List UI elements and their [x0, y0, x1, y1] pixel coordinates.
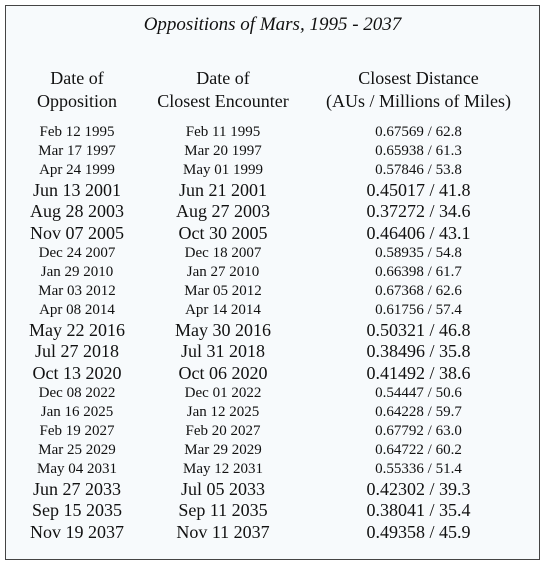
cell-distance: 0.54447 / 50.6 — [375, 384, 462, 401]
table-row: Jun 13 2001 Jun 21 2001 0.45017 / 41.8 — [6, 180, 539, 201]
cell-closest: Feb 11 1995 — [185, 124, 261, 140]
cell-opposition: Sep 15 2035 — [32, 500, 122, 521]
column-header: Closest Distance (AUs / Millions of Miles… — [298, 67, 539, 123]
table-row: Mar 17 1997 Mar 20 1997 0.65938 / 61.3 — [6, 142, 539, 161]
table-body: Feb 12 1995 Feb 11 1995 0.67569 / 62.8 Mar … — [6, 123, 539, 543]
header-row: Date of Opposition Date of Closest Encounte… — [6, 67, 539, 123]
table-row: Mar 03 2012 Mar 05 2012 0.67368 / 62.6 — [6, 282, 539, 301]
table-row: Nov 07 2005 Oct 30 2005 0.46406 / 43.1 — [6, 223, 539, 244]
cell-closest: May 30 2016 — [175, 320, 271, 341]
panel: Oppositions of Mars, 1995 - 2037 Date of… — [5, 5, 540, 560]
table-row: Feb 19 2027 Feb 20 2027 0.67792 / 63.0 — [6, 422, 539, 441]
cell-closest: Sep 11 2035 — [178, 500, 268, 521]
table-row: Dec 08 2022 Dec 01 2022 0.54447 / 50.6 — [6, 384, 539, 403]
cell-distance: 0.58935 / 54.8 — [375, 244, 462, 261]
cell-closest: May 12 2031 — [183, 460, 263, 477]
table-row: Feb 12 1995 Feb 11 1995 0.67569 / 62.8 — [6, 123, 539, 142]
cell-closest: Jan 12 2025 — [186, 403, 260, 420]
cell-distance: 0.42302 / 39.3 — [366, 478, 471, 499]
header-line: Date of — [196, 68, 250, 88]
cell-closest: Mar 05 2012 — [184, 282, 262, 299]
cell-distance: 0.67368 / 62.6 — [375, 282, 462, 299]
cell-opposition: Dec 08 2022 — [38, 384, 116, 401]
table-row: Dec 24 2007 Dec 18 2007 0.58935 / 54.8 — [6, 244, 539, 263]
header-line: Opposition — [36, 91, 117, 111]
table-row: May 22 2016 May 30 2016 0.50321 / 46.8 — [6, 320, 539, 341]
cell-opposition: Mar 03 2012 — [38, 282, 116, 299]
table-row: Apr 24 1999 May 01 1999 0.57846 / 53.8 — [6, 161, 539, 180]
cell-distance: 0.65938 / 61.3 — [375, 143, 462, 159]
cell-closest: Oct 30 2005 — [178, 222, 268, 243]
table-row: Jan 29 2010 Jan 27 2010 0.66398 / 61.7 — [6, 263, 539, 282]
cell-distance: 0.55336 / 51.4 — [375, 460, 462, 477]
table-row: Mar 25 2029 Mar 29 2029 0.64722 / 60.2 — [6, 441, 539, 460]
cell-distance: 0.61756 / 57.4 — [375, 301, 462, 318]
cell-opposition: Aug 28 2003 — [30, 201, 124, 222]
table-row: Jun 27 2033 Jul 05 2033 0.42302 / 39.3 — [6, 479, 539, 500]
cell-distance: 0.64722 / 60.2 — [375, 441, 462, 458]
cell-opposition: Apr 24 1999 — [39, 162, 115, 178]
cell-distance: 0.38041 / 35.4 — [366, 500, 471, 521]
header-line: (AUs / Millions of Miles) — [325, 91, 511, 111]
cell-opposition: Jan 29 2010 — [40, 263, 114, 280]
cell-closest: Mar 20 1997 — [184, 143, 262, 159]
table-row: Nov 19 2037 Nov 11 2037 0.49358 / 45.9 — [6, 521, 539, 542]
cell-opposition: Nov 07 2005 — [30, 222, 124, 243]
cell-opposition: Feb 19 2027 — [39, 422, 115, 439]
table-row: Jul 27 2018 Jul 31 2018 0.38496 / 35.8 — [6, 341, 539, 362]
cell-opposition: Mar 17 1997 — [38, 143, 116, 159]
cell-opposition: Jun 27 2033 — [32, 478, 121, 499]
cell-closest: Dec 01 2022 — [184, 384, 262, 401]
table-row: Jan 16 2025 Jan 12 2025 0.64228 / 59.7 — [6, 403, 539, 422]
cell-distance: 0.41492 / 38.6 — [366, 362, 471, 383]
cell-distance: 0.50321 / 46.8 — [366, 320, 471, 341]
column-header: Date of Opposition — [6, 67, 148, 123]
cell-distance: 0.66398 / 61.7 — [375, 263, 462, 280]
cell-opposition: Mar 25 2029 — [38, 441, 116, 458]
cell-distance: 0.38496 / 35.8 — [366, 341, 471, 362]
cell-closest: Jul 05 2033 — [180, 478, 265, 499]
cell-distance: 0.67792 / 63.0 — [375, 422, 462, 439]
table: Date of Opposition Date of Closest Encounte… — [6, 67, 539, 543]
cell-closest: Oct 06 2020 — [178, 362, 268, 383]
header-line: Closest Distance — [358, 68, 479, 88]
table-row: Oct 13 2020 Oct 06 2020 0.41492 / 38.6 — [6, 362, 539, 383]
cell-opposition: Oct 13 2020 — [32, 362, 122, 383]
cell-distance: 0.45017 / 41.8 — [366, 180, 471, 201]
cell-closest: May 01 1999 — [183, 162, 263, 178]
cell-opposition: Apr 08 2014 — [39, 301, 115, 318]
cell-distance: 0.57846 / 53.8 — [375, 162, 462, 178]
cell-opposition: Jan 16 2025 — [40, 403, 114, 420]
cell-opposition: Nov 19 2037 — [30, 521, 124, 542]
cell-distance: 0.67569 / 62.8 — [375, 124, 462, 140]
cell-closest: Aug 27 2003 — [176, 201, 270, 222]
header-line: Date of — [50, 68, 104, 88]
cell-opposition: May 04 2031 — [37, 460, 117, 477]
cell-distance: 0.64228 / 59.7 — [375, 403, 462, 420]
cell-opposition: Dec 24 2007 — [38, 244, 116, 261]
cell-opposition: Feb 12 1995 — [39, 124, 115, 140]
table-row: May 04 2031 May 12 2031 0.55336 / 51.4 — [6, 460, 539, 479]
title: Oppositions of Mars, 1995 - 2037 — [143, 14, 402, 35]
cell-closest: Mar 29 2029 — [184, 441, 262, 458]
cell-closest: Nov 11 2037 — [176, 521, 270, 542]
cell-distance: 0.49358 / 45.9 — [366, 521, 471, 542]
table-row: Sep 15 2035 Sep 11 2035 0.38041 / 35.4 — [6, 500, 539, 521]
cell-closest: Jul 31 2018 — [180, 341, 265, 362]
cell-distance: 0.37272 / 34.6 — [366, 201, 471, 222]
header-line: Closest Encounter — [157, 91, 289, 111]
cell-closest: Jan 27 2010 — [186, 263, 260, 280]
cell-opposition: Jul 27 2018 — [34, 341, 119, 362]
cell-closest: Jun 21 2001 — [178, 180, 267, 201]
column-header: Date of Closest Encounter — [148, 67, 298, 123]
cell-opposition: May 22 2016 — [29, 320, 125, 341]
cell-closest: Feb 20 2027 — [185, 422, 261, 439]
table-row: Aug 28 2003 Aug 27 2003 0.37272 / 34.6 — [6, 201, 539, 222]
cell-closest: Dec 18 2007 — [184, 244, 262, 261]
cell-distance: 0.46406 / 43.1 — [366, 222, 471, 243]
table-row: Apr 08 2014 Apr 14 2014 0.61756 / 57.4 — [6, 301, 539, 320]
cell-opposition: Jun 13 2001 — [32, 180, 121, 201]
cell-closest: Apr 14 2014 — [185, 301, 261, 318]
